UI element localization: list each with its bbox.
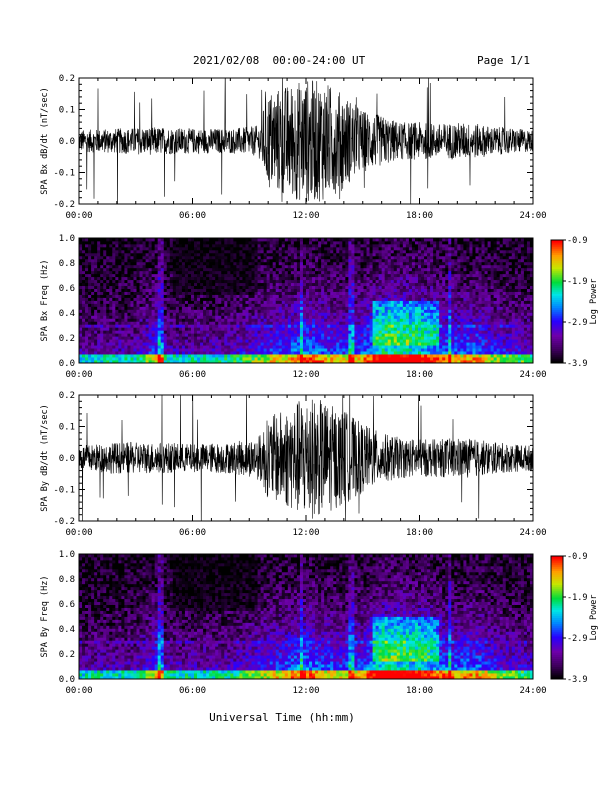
y-tick-label: 0.4	[59, 625, 75, 635]
y-tick-label: 1.0	[59, 550, 75, 560]
colorbar-tick-label: -0.9	[567, 552, 587, 562]
y-tick-label: -0.2	[53, 200, 75, 210]
colorbar-tick-label: -3.9	[567, 675, 587, 685]
y-tick-label: 0.4	[59, 309, 75, 319]
y-tick-label: 0.0	[59, 675, 75, 685]
x-tick-label: 18:00	[406, 370, 433, 380]
y-tick-label: 0.8	[59, 259, 75, 269]
panel-bx_wave: 00:00 06:00 12:00 18:00 24:00 -0.2 -0.1 0.0 0.1 0…	[40, 74, 547, 221]
x-tick-label: 18:00	[406, 211, 433, 221]
x-tick-label: 06:00	[179, 211, 206, 221]
series-line	[79, 395, 533, 521]
colorbar: -0.9 -1.9 -2.9 -3.9 Log Power	[550, 236, 599, 369]
y-tick-label: 0.0	[59, 137, 75, 147]
y-tick-label: 0.6	[59, 600, 75, 610]
panel-bx_spec: 00:00 06:00 12:00 18:00 24:00 0.0 0.2 0.4 0.6 0.8…	[40, 234, 599, 380]
colorbar-tick-label: -2.9	[567, 318, 587, 328]
colorbar-tick-label: -1.9	[567, 593, 587, 603]
heatmap-cells	[79, 238, 534, 364]
heatmap-cells	[79, 554, 534, 680]
x-tick-label: 00:00	[65, 528, 92, 538]
page-number: Page 1/1	[477, 54, 530, 67]
panel-by_spec: 00:00 06:00 12:00 18:00 24:00 0.0 0.2 0.4 0.6 0.8…	[40, 550, 599, 696]
y-axis-label: SPA By dB/dt (nT/sec)	[40, 404, 50, 511]
x-tick-label: 12:00	[292, 528, 319, 538]
y-tick-label: 1.0	[59, 234, 75, 244]
panel-by_wave: 00:00 06:00 12:00 18:00 24:00 -0.2 -0.1 0.0 0.1 0…	[40, 391, 547, 538]
y-tick-label: -0.1	[53, 486, 75, 496]
colorbar-tick-label: -3.9	[567, 359, 587, 369]
y-axis-label: SPA Bx dB/dt (nT/sec)	[40, 87, 50, 194]
colorbar-label: Log Power	[589, 594, 599, 640]
y-tick-label: -0.1	[53, 169, 75, 179]
x-tick-label: 00:00	[65, 370, 92, 380]
plot-title: 2021/02/08 00:00-24:00 UT	[193, 54, 366, 67]
colorbar-tick-label: -0.9	[567, 236, 587, 246]
x-tick-label: 12:00	[292, 370, 319, 380]
x-tick-label: 24:00	[519, 211, 546, 221]
y-tick-label: 0.0	[59, 359, 75, 369]
y-tick-label: 0.2	[59, 74, 75, 84]
y-tick-label: -0.2	[53, 517, 75, 527]
colorbar-tick-label: -2.9	[567, 634, 587, 644]
x-tick-label: 24:00	[519, 370, 546, 380]
colorbar-tick-label: -1.9	[567, 277, 587, 287]
x-tick-label: 00:00	[65, 686, 92, 696]
x-tick-label: 12:00	[292, 211, 319, 221]
x-tick-label: 18:00	[406, 686, 433, 696]
y-tick-label: 0.1	[59, 106, 75, 116]
x-tick-label: 18:00	[406, 528, 433, 538]
y-tick-label: 0.6	[59, 284, 75, 294]
x-tick-label: 24:00	[519, 686, 546, 696]
y-axis-label: SPA Bx Freq (Hz)	[40, 260, 50, 342]
x-axis-label: Universal Time (hh:mm)	[209, 711, 355, 724]
series-line	[79, 78, 533, 204]
x-tick-label: 06:00	[179, 528, 206, 538]
y-tick-label: 0.2	[59, 334, 75, 344]
y-tick-label: 0.8	[59, 575, 75, 585]
colorbar-label: Log Power	[589, 278, 599, 324]
y-tick-label: 0.2	[59, 391, 75, 401]
y-tick-label: 0.0	[59, 454, 75, 464]
y-tick-label: 0.1	[59, 423, 75, 433]
x-tick-label: 12:00	[292, 686, 319, 696]
y-axis-label: SPA By Freq (Hz)	[40, 576, 50, 658]
y-tick-label: 0.2	[59, 650, 75, 660]
x-tick-label: 00:00	[65, 211, 92, 221]
x-tick-label: 06:00	[179, 370, 206, 380]
x-tick-label: 24:00	[519, 528, 546, 538]
colorbar: -0.9 -1.9 -2.9 -3.9 Log Power	[550, 552, 599, 685]
x-tick-label: 06:00	[179, 686, 206, 696]
